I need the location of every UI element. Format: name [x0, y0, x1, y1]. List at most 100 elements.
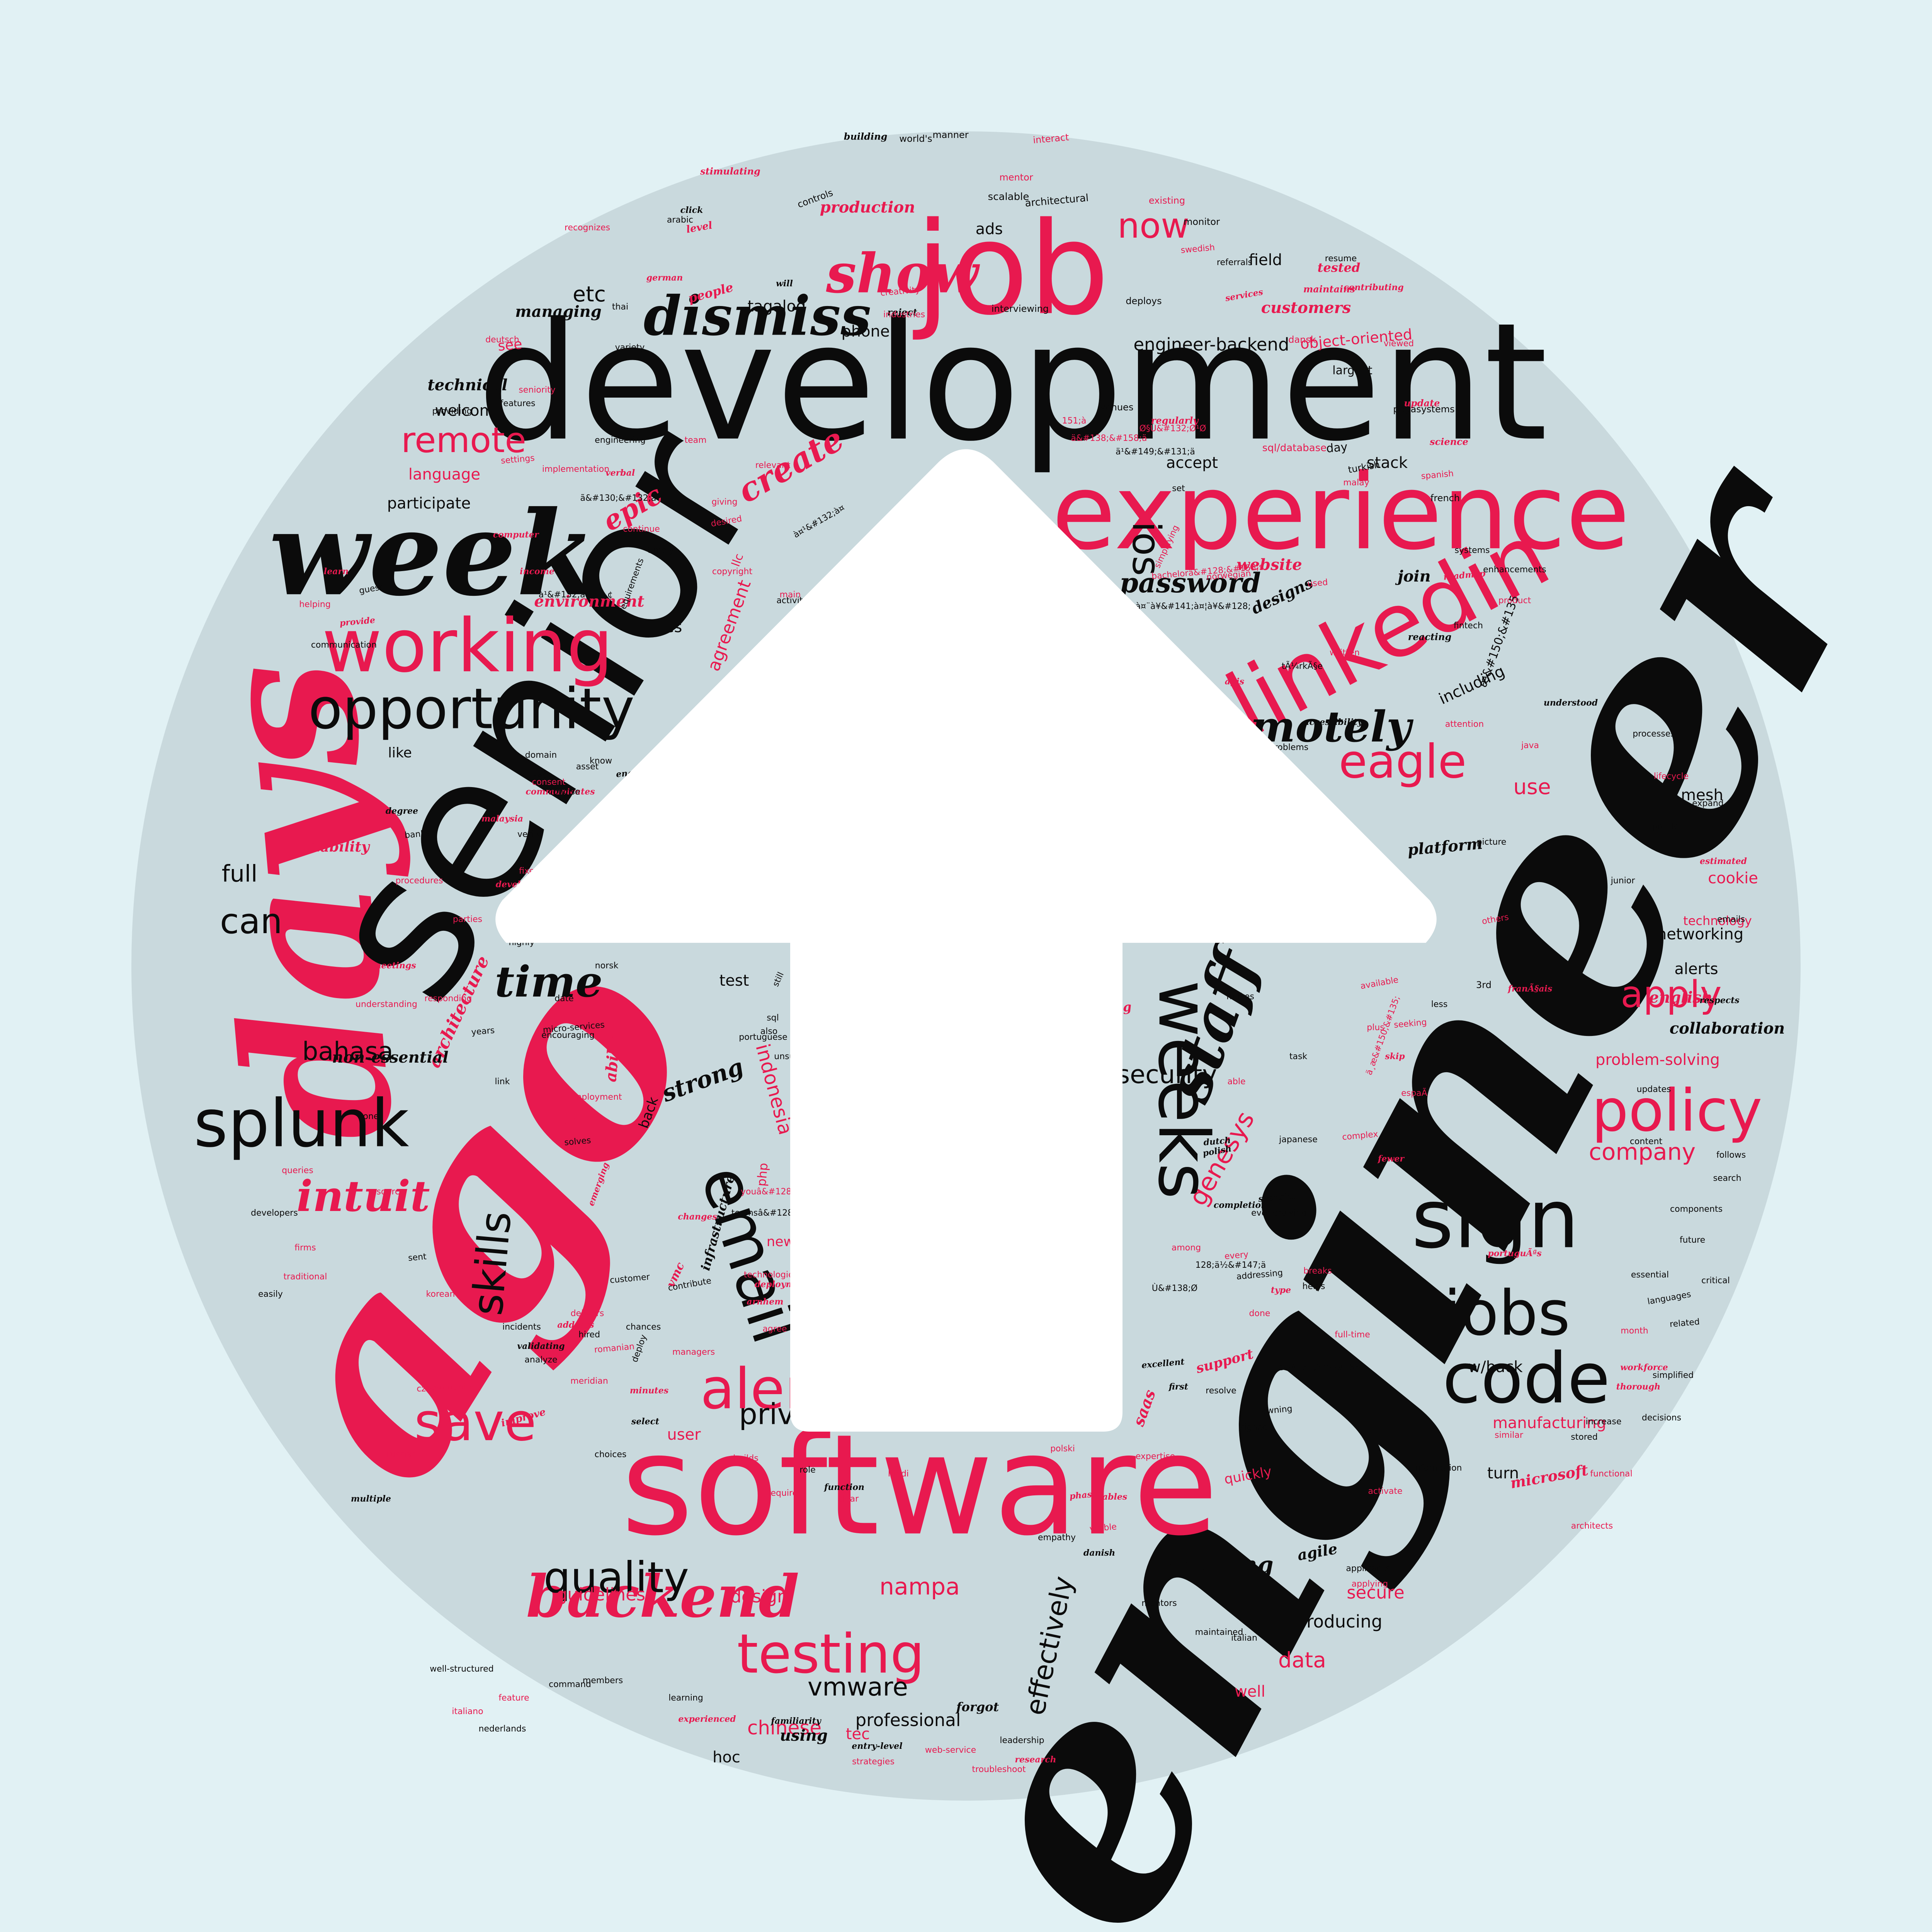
word-show: show [826, 242, 980, 306]
word-updates: updates [1637, 1085, 1671, 1094]
word-research: research [1015, 1755, 1056, 1765]
word-delivers: delivers [571, 1309, 604, 1318]
word-151: 151;à [1062, 416, 1087, 426]
word-team: team [684, 435, 706, 445]
word-data: data [1278, 1648, 1326, 1672]
word-essential: essential [1631, 1270, 1669, 1280]
word-tagalog: tagalog [747, 298, 806, 315]
word-sign: sign [1412, 1172, 1579, 1267]
word-main: main [780, 590, 801, 600]
word-reject: reject [887, 307, 917, 318]
word-analyze: analyze [524, 1355, 557, 1365]
word-intuit: intuit [296, 1171, 430, 1221]
word-update: update [1404, 398, 1440, 409]
word-maintained: maintained [1195, 1628, 1243, 1637]
word-malaysia: malaysia [481, 814, 523, 824]
word-product: product [1498, 596, 1531, 605]
word-get: get [531, 770, 547, 782]
word-environment: environment [534, 592, 645, 611]
word-can: can [220, 901, 282, 942]
word-continue: continue [623, 524, 660, 534]
word-japanese: japanese [1279, 1135, 1318, 1145]
word-domain: domain [525, 750, 557, 760]
word-among: among [1172, 1243, 1201, 1253]
word-customers: customers [1261, 299, 1351, 317]
word-require: require [767, 1488, 798, 1498]
word-cookies: cookies [624, 618, 682, 636]
word-well: well [1235, 1683, 1265, 1701]
word-language: language [408, 466, 480, 483]
word-engineering: engineering [595, 435, 646, 445]
word-task: task [1289, 1052, 1308, 1061]
word-respects: respects [1699, 995, 1739, 1005]
word-week: week [269, 485, 597, 622]
word-company: company [1589, 1139, 1696, 1166]
word-world-s: world's [899, 133, 932, 144]
word-familiarity: familiarity [770, 1716, 821, 1726]
word-nampa: nampa [879, 1573, 960, 1600]
word-date: date [554, 994, 574, 1003]
word-mentor: mentor [999, 172, 1033, 183]
word-using: using [780, 1726, 828, 1745]
word-production: production [820, 198, 915, 216]
word-used: used [1307, 578, 1328, 589]
word-stored: stored [1571, 1432, 1598, 1442]
word-italiano: italiano [452, 1707, 483, 1716]
word-manufacturing: manufacturing [1493, 1414, 1606, 1432]
word-consent: consent [532, 777, 565, 787]
word-increase: increase [1586, 1417, 1622, 1427]
word-non-essential: non-essential [332, 1048, 448, 1066]
word-turn: turn [1487, 1464, 1519, 1482]
word-computer: computer [493, 530, 539, 540]
word-troubleshoot: troubleshoot [972, 1765, 1026, 1774]
word-security: security [1117, 1060, 1217, 1089]
word-jobs: jobs [1442, 1277, 1570, 1349]
word-understood: understood [1544, 698, 1598, 708]
word-nederlands: nederlands [479, 1724, 526, 1734]
word-skip: skip [1384, 1051, 1405, 1061]
word-full-time: full-time [1335, 1330, 1370, 1340]
word-information: information [1413, 1463, 1462, 1473]
word-web-service: web-service [925, 1745, 976, 1755]
word-builds: builds [733, 1454, 759, 1463]
word-role: role [799, 1465, 816, 1475]
word-strategies: strategies [852, 1757, 895, 1767]
word-able: able [1227, 1077, 1245, 1087]
word-128-147: 128;ä½&#147;ä [1196, 1260, 1266, 1270]
word-reacting: reacting [1408, 631, 1452, 643]
word-profile: profile [1652, 822, 1679, 832]
word-etc: etc [573, 282, 606, 306]
word-portuguese: portuguese [739, 1032, 787, 1042]
word-stimulating: stimulating [700, 166, 760, 177]
word-firms: firms [294, 1243, 316, 1253]
word-save: save [414, 1392, 536, 1452]
word-networking: networking [1657, 925, 1743, 943]
word-hoc: hoc [713, 1748, 740, 1766]
word-portugu-s: portuguÃªs [1488, 1248, 1541, 1259]
word-lifecycle: lifecycle [1654, 772, 1689, 781]
word-ads: ads [976, 220, 1003, 238]
word-technologies: technologies [744, 1270, 798, 1280]
word-138: Ù&#138;Ø [1152, 1283, 1197, 1293]
word-critical: critical [1701, 1276, 1730, 1286]
word-w-back: w/back [1468, 1358, 1523, 1376]
word-malay: malay [1343, 478, 1369, 488]
word-sql: sql [767, 1013, 779, 1023]
word-degree: degree [386, 806, 418, 816]
word-makes: makes [1226, 992, 1254, 1002]
word-feature: feature [498, 1693, 529, 1703]
word-danish: danish [1083, 1548, 1115, 1558]
word-code: code [1442, 1338, 1610, 1419]
word-132: à¹&#132;à¸—à¸¢ [539, 590, 613, 600]
word-english: english [1649, 988, 1713, 1007]
word-breaks: breaks [1303, 1266, 1332, 1276]
word-dansk: dansk [1288, 334, 1316, 345]
word-signed: signed [1240, 1423, 1268, 1432]
word-less: less [1431, 1000, 1448, 1009]
word-forgot: forgot [956, 1700, 999, 1714]
word-empathy: empathy [1038, 1533, 1076, 1543]
word-tables: tables [1099, 1492, 1128, 1502]
word-referrals: referrals [1217, 258, 1252, 267]
word-tested: tested [1318, 260, 1361, 275]
